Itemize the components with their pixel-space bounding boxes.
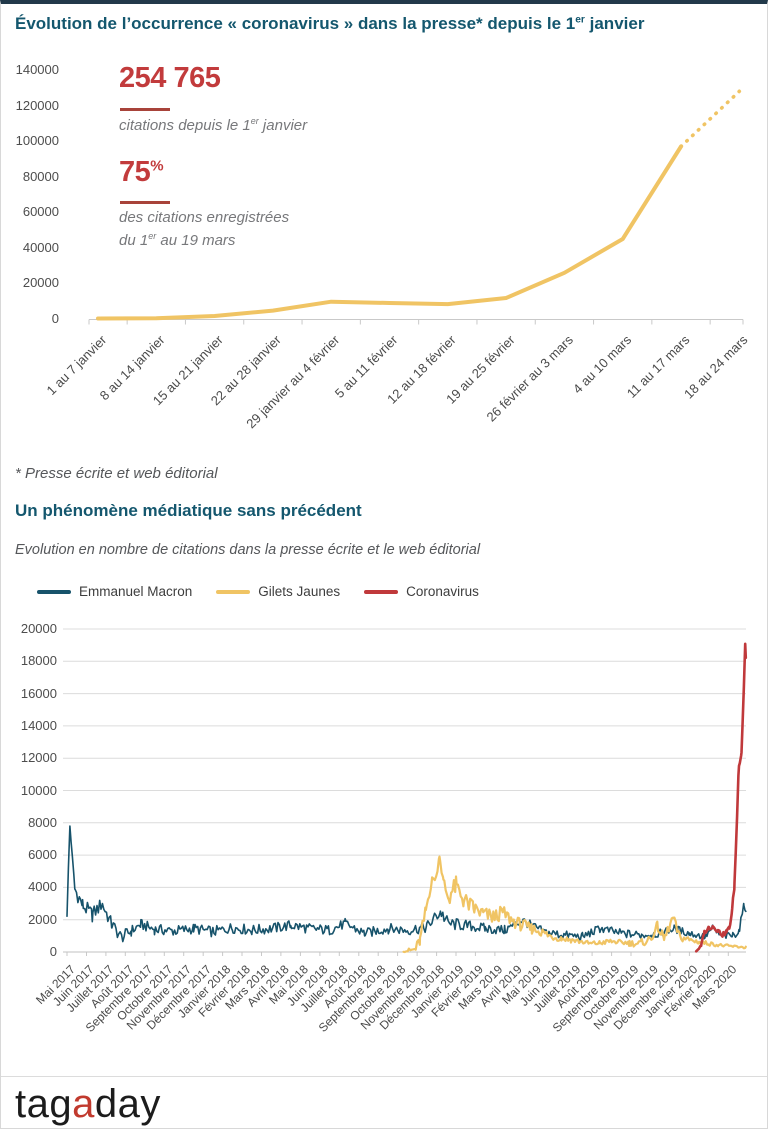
- stat-total-underline: [120, 108, 170, 111]
- logo-accent-letter: a: [72, 1082, 95, 1126]
- chart2-title: Un phénomène médiatique sans précédent: [15, 501, 362, 520]
- chart1-line-projection: [679, 89, 742, 149]
- stat-share-label-line1: des citations enregistrées: [119, 209, 290, 226]
- chart2-y-tick-label: 14000: [20, 717, 57, 733]
- series-gilets-jaunes: [402, 855, 747, 954]
- legend-item-coronavirus: Coronavirus: [364, 584, 479, 599]
- chart1-y-tick-label: 140000: [15, 62, 59, 77]
- legend-label-gilets-jaunes: Gilets Jaunes: [258, 584, 341, 599]
- legend-item-gilets-jaunes: Gilets Jaunes: [216, 584, 340, 599]
- stat-share-label-sup: er: [148, 231, 157, 241]
- chart1-title: Évolution de l’occurrence « coronavirus …: [15, 14, 644, 34]
- stat-total-value: 254 765: [119, 62, 221, 94]
- logo-part-2: day: [94, 1082, 161, 1126]
- stat-share-number: 75: [119, 156, 151, 188]
- chart1-y-tick-label: 80000: [22, 168, 59, 184]
- separator-line: [1, 1076, 767, 1077]
- chart2-y-tick-label: 4000: [28, 879, 57, 895]
- legend-label-coronavirus: Coronavirus: [406, 584, 479, 599]
- stat-share-underline: [120, 201, 170, 204]
- chart1-y-tick-label: 0: [51, 311, 59, 326]
- chart1-y-tick-label: 40000: [22, 239, 59, 255]
- stat-share-value: 75%: [119, 156, 164, 189]
- stat-total-label-end: janvier: [258, 117, 308, 134]
- tagaday-logo: tagaday: [15, 1082, 161, 1127]
- chart1-y-tick-label: 60000: [22, 204, 59, 220]
- chart2-y-tick-label: 0: [49, 944, 57, 959]
- chart1-y-tick-label: 100000: [15, 133, 59, 149]
- chart2-y-tick-label: 12000: [20, 750, 57, 766]
- logo-part-1: tag: [15, 1082, 73, 1126]
- series-emmanuel-macron: [66, 825, 747, 943]
- stat-share-percent-sign: %: [150, 157, 164, 175]
- chart2-y-tick-label: 10000: [20, 782, 57, 798]
- stat-share-label-text: du 1: [119, 232, 149, 249]
- chart1-line: [96, 144, 683, 321]
- legend-swatch-gilets-jaunes: [216, 589, 251, 594]
- chart2-subtitle: Evolution en nombre de citations dans la…: [15, 542, 481, 558]
- stat-total-label: citations depuis le 1er janvier: [119, 116, 307, 134]
- chart1-x-tick-label: 4 au 10 mars: [569, 332, 635, 397]
- legend-swatch-emmanuel-macron: [37, 589, 71, 594]
- series-coronavirus: [694, 642, 748, 953]
- chart1-y-tick-label: 20000: [22, 275, 59, 291]
- chart2-y-tick-label: 20000: [20, 621, 57, 636]
- chart2-y-tick-label: 6000: [28, 847, 57, 863]
- chart1-footnote: * Presse écrite et web éditorial: [15, 465, 218, 482]
- chart2-legend: Emmanuel Macron Gilets Jaunes Coronaviru…: [37, 584, 479, 599]
- chart2-y-tick-label: 16000: [20, 685, 57, 701]
- stat-share-label-line2: du 1er au 19 mars: [119, 231, 235, 249]
- chart1-title-sup: er: [575, 14, 585, 26]
- legend-label-emmanuel-macron: Emmanuel Macron: [79, 584, 193, 599]
- stat-share-label-end: au 19 mars: [156, 232, 236, 249]
- chart2-plot: [63, 628, 748, 956]
- chart2-y-tick-label: 2000: [28, 911, 57, 927]
- chart1-y-tick-label: 120000: [15, 97, 59, 113]
- chart2-y-tick-label: 18000: [20, 653, 57, 669]
- chart1-title-text: Évolution de l’occurrence « coronavirus …: [15, 14, 576, 33]
- stat-total-label-text: citations depuis le 1: [119, 117, 251, 134]
- stat-total-label-sup: er: [250, 116, 259, 126]
- legend-item-emmanuel-macron: Emmanuel Macron: [37, 584, 192, 599]
- chart2-y-tick-label: 8000: [28, 814, 57, 830]
- legend-swatch-coronavirus: [364, 589, 399, 594]
- chart1-title-text-end: janvier: [584, 14, 645, 33]
- chart1-plot: [88, 89, 744, 325]
